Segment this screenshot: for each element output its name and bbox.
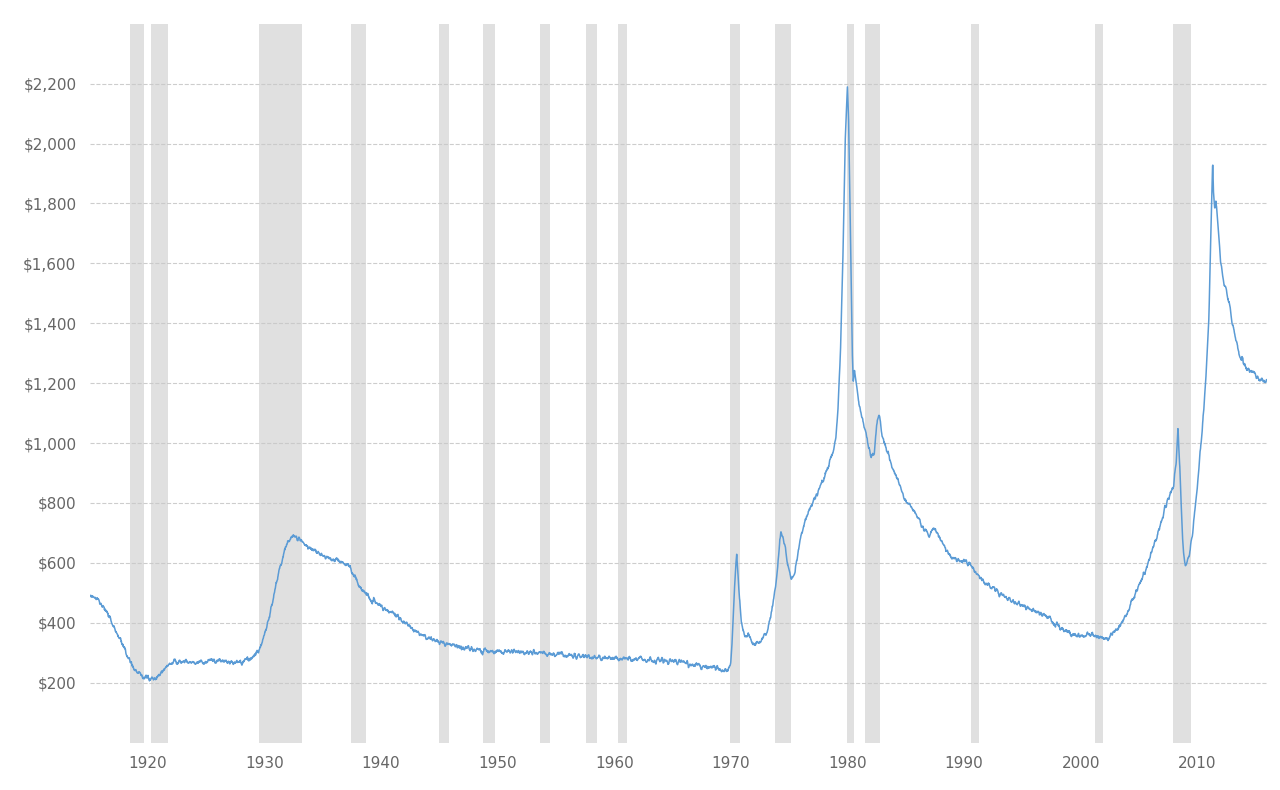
Bar — [151, 24, 168, 743]
Bar — [483, 24, 495, 743]
Bar — [1172, 24, 1192, 743]
Bar — [776, 24, 791, 743]
Bar — [439, 24, 449, 743]
Bar — [586, 24, 596, 743]
Bar — [972, 24, 979, 743]
Bar — [131, 24, 145, 743]
Bar — [259, 24, 302, 743]
Bar — [865, 24, 881, 743]
Bar — [540, 24, 550, 743]
Bar — [351, 24, 366, 743]
Bar — [618, 24, 627, 743]
Bar — [847, 24, 855, 743]
Bar — [1094, 24, 1103, 743]
Bar — [730, 24, 740, 743]
